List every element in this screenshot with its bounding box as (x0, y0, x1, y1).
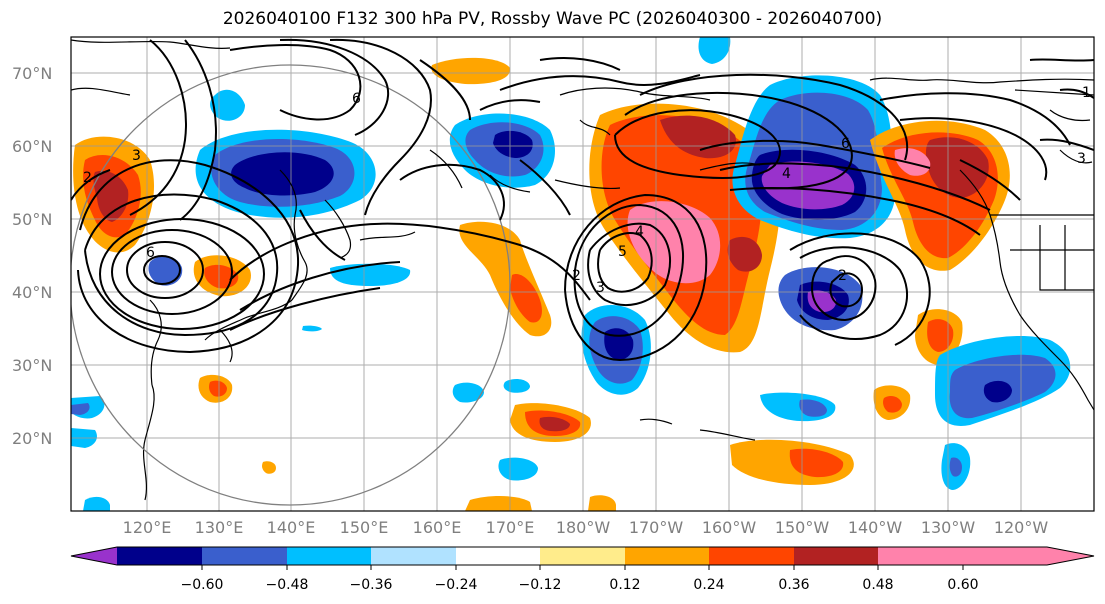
colorbar-segment (456, 547, 540, 565)
lon-label: 140°E (267, 518, 316, 537)
lon-label: 120°W (994, 518, 1049, 537)
colorbar-segment (287, 547, 371, 565)
contour-label: 3 (132, 148, 141, 164)
coastlines (71, 39, 1094, 501)
pv-anomaly-shading (71, 37, 1071, 511)
contour-label: 3 (1077, 151, 1086, 167)
contour-labels: 6 3 2 6 4 5 3 2 6 4 2 3 1 (83, 85, 1091, 296)
colorbar-tick-label: −0.36 (350, 577, 393, 593)
map-frame (70, 36, 1095, 512)
map-panel: 6 3 2 6 4 5 3 2 6 4 2 3 1 (70, 36, 1095, 512)
colorbar-tick-label: −0.12 (519, 577, 562, 593)
colorbar-segment (625, 547, 709, 565)
colorbar-tick-label: −0.60 (181, 577, 224, 593)
lon-label: 150°E (340, 518, 389, 537)
colorbar-segment (878, 547, 963, 565)
colorbar-segment (794, 547, 878, 565)
lat-label: 60°N (12, 137, 52, 156)
contour-label: 6 (352, 91, 361, 107)
contour-label: 2 (838, 268, 847, 284)
lon-label: 170°W (629, 518, 684, 537)
map-gridlines (71, 37, 1094, 511)
lon-label: 170°E (486, 518, 535, 537)
contour-label: 6 (841, 136, 850, 152)
colorbar-tick-label: 0.60 (947, 577, 978, 593)
colorbar-segment (202, 547, 287, 565)
colorbar-segment (709, 547, 794, 565)
lon-label: 120°E (123, 518, 172, 537)
colorbar-tick-label: 0.24 (693, 577, 724, 593)
colorbar-segment (117, 547, 202, 565)
pv-contours (71, 38, 1094, 362)
lat-label: 40°N (12, 283, 52, 302)
lon-label: 130°E (195, 518, 244, 537)
colorbar-tick-label: 0.36 (778, 577, 809, 593)
lon-label: 140°W (848, 518, 903, 537)
longitude-labels: 120°E 130°E 140°E 150°E 160°E 170°E 180°… (123, 518, 1049, 537)
lon-label: 160°W (702, 518, 757, 537)
contour-label: 6 (146, 245, 155, 261)
colorbar-outline (70, 546, 1095, 566)
contour-label: 3 (596, 280, 605, 296)
lon-label: 150°W (775, 518, 830, 537)
lat-label: 50°N (12, 210, 52, 229)
colorbar-tick-label: −0.24 (435, 577, 478, 593)
lat-label: 70°N (12, 64, 52, 83)
colorbar-tick-label: 0.12 (609, 577, 640, 593)
map-title: 2026040100 F132 300 hPa PV, Rossby Wave … (222, 9, 883, 29)
lon-label: 160°E (413, 518, 462, 537)
colorbar-segment (540, 547, 625, 565)
lat-label: 20°N (12, 429, 52, 448)
colorbar-extend-low (71, 547, 117, 565)
lon-label: 180°W (556, 518, 611, 537)
colorbar-tick-label: −0.48 (266, 577, 309, 593)
colorbar-extend-high (963, 547, 1094, 565)
contour-label: 1 (1082, 85, 1091, 101)
contour-label: 2 (572, 268, 581, 284)
latitude-labels: 70°N 60°N 50°N 40°N 30°N 20°N (12, 64, 52, 448)
contour-label: 4 (782, 166, 791, 182)
contour-label: 2 (83, 170, 92, 186)
lon-label: 130°W (921, 518, 976, 537)
colorbar-segment (371, 547, 456, 565)
reference-circle (71, 64, 511, 506)
lat-label: 30°N (12, 356, 52, 375)
colorbar: −0.60 −0.48 −0.36 −0.24 −0.12 0.12 0.24 … (70, 546, 1095, 593)
contour-label: 5 (618, 244, 627, 260)
contour-label: 4 (635, 224, 644, 240)
colorbar-tick-label: 0.48 (862, 577, 893, 593)
